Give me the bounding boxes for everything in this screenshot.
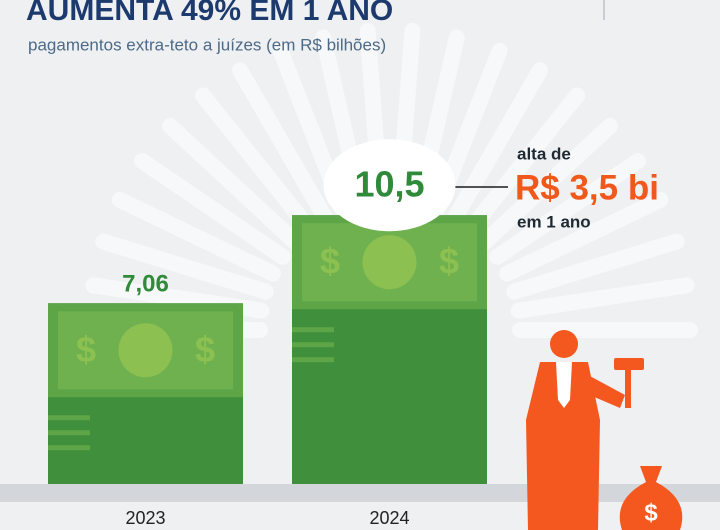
ray (111, 191, 281, 282)
bill-stripe (48, 430, 90, 436)
gavel-head (614, 358, 644, 370)
bill-stripe (48, 415, 90, 421)
x-tick-label: 2023 (125, 508, 165, 528)
bill-stripe (292, 357, 334, 363)
chart-title: AUMENTA 49% EM 1 ANO (26, 0, 393, 27)
x-tick-label: 2024 (369, 508, 409, 528)
ray (499, 191, 669, 282)
ray (477, 117, 618, 250)
ground (0, 484, 720, 502)
ray (162, 117, 303, 250)
bill-sign: $ (76, 329, 96, 370)
value-badge (323, 139, 456, 232)
ray (489, 153, 646, 265)
judge-collar (556, 362, 572, 408)
bill-stripe (292, 327, 334, 333)
bill-stripe (48, 445, 90, 451)
ray (134, 153, 291, 265)
value-label: 10,5 (354, 164, 424, 205)
ray (463, 87, 586, 237)
money-bag-sign: $ (644, 499, 658, 526)
gavel-handle (625, 368, 631, 408)
ray (194, 87, 317, 237)
bill-sign: $ (439, 241, 459, 282)
bill-stripe (292, 342, 334, 348)
bill-sign: $ (195, 329, 215, 370)
judge-illustration: $ (526, 330, 683, 530)
chart-subtitle: pagamentos extra-teto a juízes (em R$ bi… (28, 35, 386, 54)
bill-seal (118, 323, 173, 378)
annotation-lead: alta de (517, 144, 571, 163)
judge-robe (526, 362, 600, 530)
ray (447, 62, 548, 226)
annotation-highlight: R$ 3,5 bi (515, 168, 659, 207)
annotation-tail: em 1 ano (517, 212, 591, 231)
ray (95, 233, 274, 300)
bill-sign: $ (320, 241, 340, 282)
ray (510, 277, 695, 319)
ray (232, 62, 333, 226)
value-label: 7,06 (122, 271, 169, 298)
bill-seal (362, 235, 417, 290)
money-bag (619, 466, 683, 530)
judge-head (550, 330, 578, 358)
ray (506, 233, 685, 300)
judge-arm (588, 375, 625, 408)
